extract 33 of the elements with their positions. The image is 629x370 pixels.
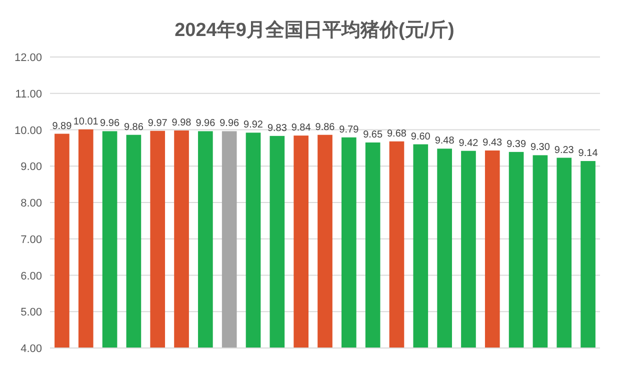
data-label: 9.96: [220, 118, 240, 130]
data-label: 9.83: [267, 122, 288, 134]
data-label: 9.42: [458, 138, 479, 149]
y-tick-label: 5.00: [20, 306, 42, 319]
y-tick-label: 8.00: [20, 198, 42, 210]
data-label: 9.68: [387, 128, 407, 140]
data-label: 9.48: [434, 136, 455, 147]
data-label: 9.30: [530, 142, 550, 154]
data-label: 9.60: [410, 131, 431, 142]
y-tick-label: 7.00: [20, 234, 42, 246]
y-tick-label: 10.00: [14, 124, 42, 137]
data-label: 9.96: [100, 118, 120, 130]
data-label: 9.98: [172, 117, 192, 128]
data-label: 9.86: [315, 122, 336, 133]
data-label: 9.79: [339, 124, 360, 136]
data-label: 9.89: [52, 120, 72, 132]
y-tick-label: 12.00: [14, 52, 42, 64]
data-label: 10.01: [73, 116, 99, 128]
data-label: 9.92: [244, 120, 264, 131]
data-label: 9.43: [482, 137, 503, 148]
y-tick-label: 4.00: [20, 343, 42, 355]
data-label: 9.97: [148, 118, 168, 129]
y-tick-label: 9.00: [20, 161, 42, 174]
data-label: 9.14: [578, 148, 598, 160]
chart-title: 2024年9月全国日平均猪价(元/斤): [174, 19, 454, 41]
data-label: 9.84: [291, 122, 312, 134]
data-label: 9.39: [506, 138, 526, 150]
y-tick-label: 11.00: [15, 88, 42, 100]
y-tick-label: 6.00: [20, 270, 42, 282]
data-label: 9.23: [554, 144, 574, 156]
data-label: 9.86: [124, 122, 144, 133]
data-label: 9.96: [196, 118, 216, 130]
data-label: 9.65: [363, 129, 383, 140]
